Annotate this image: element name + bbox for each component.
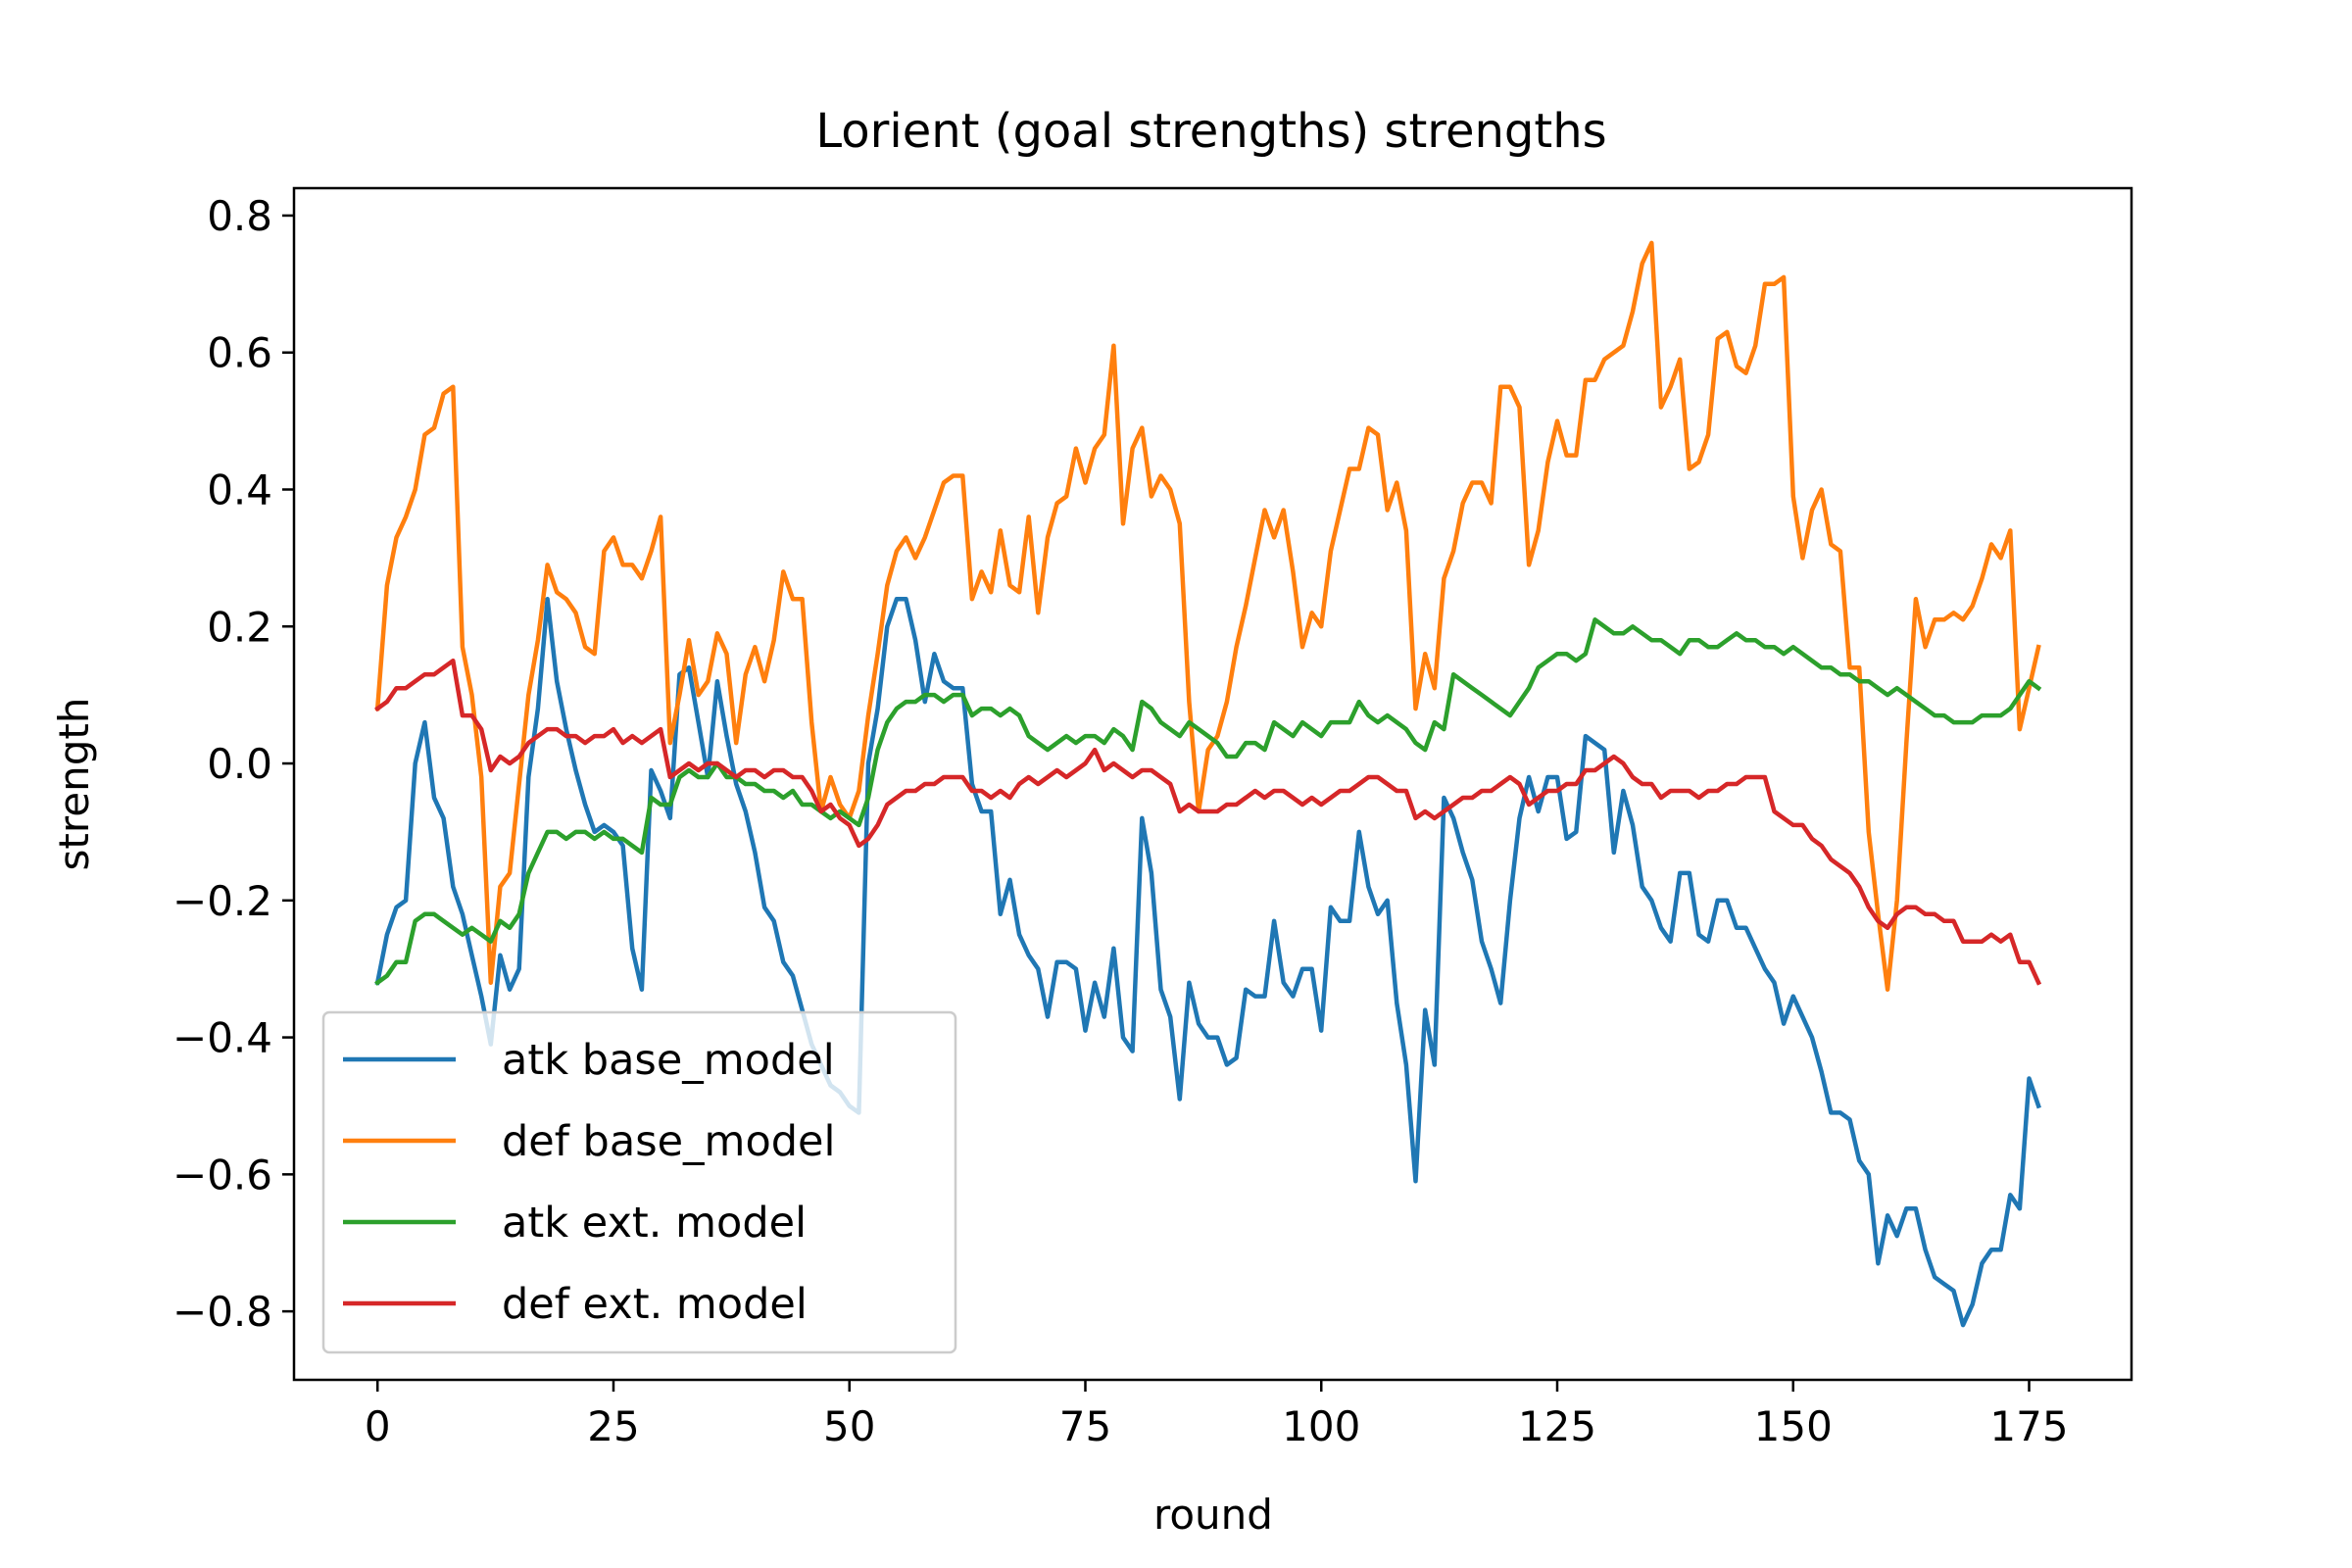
x-tick-label: 175 — [1989, 1402, 2068, 1450]
y-tick-label: −0.2 — [172, 877, 272, 925]
chart-title: Lorient (goal strengths) strengths — [815, 104, 1606, 159]
x-tick-label: 25 — [587, 1402, 639, 1450]
y-tick-label: −0.6 — [172, 1151, 272, 1199]
y-tick-label: 0.8 — [207, 192, 272, 240]
x-axis-ticks: 0 25 50 75 100 125 150 175 — [365, 1380, 2069, 1450]
x-tick-label: 100 — [1282, 1402, 1360, 1450]
series-line-atk-ext-model — [374, 617, 2042, 986]
y-tick-label: 0.2 — [207, 603, 272, 651]
y-tick-label: 0.4 — [207, 466, 272, 514]
plot-lines — [374, 240, 2042, 1328]
x-tick-label: 75 — [1059, 1402, 1111, 1450]
y-tick-label: 0.0 — [207, 740, 272, 788]
legend-label-atk-ext-model: atk ext. model — [502, 1199, 807, 1248]
y-tick-label: 0.6 — [207, 329, 272, 377]
legend-label-def-ext-model: def ext. model — [502, 1280, 808, 1329]
legend-box — [321, 1010, 957, 1354]
x-tick-label: 125 — [1518, 1402, 1596, 1450]
y-tick-label: −0.4 — [172, 1014, 272, 1062]
series-line-def-ext-model — [374, 658, 2042, 986]
series-line-atk-base-model — [374, 597, 2041, 1328]
y-axis-label: strength — [50, 698, 98, 871]
plot-frame — [292, 186, 2133, 1382]
legend-label-atk-base-model: atk base_model — [502, 1036, 835, 1085]
series-line-def-base-model — [374, 240, 2041, 992]
x-tick-label: 50 — [823, 1402, 875, 1450]
legend-label-def-base-model: def base_model — [502, 1117, 835, 1166]
x-axis-label: round — [1153, 1491, 1273, 1539]
x-tick-label: 0 — [365, 1402, 391, 1450]
y-axis-ticks: −0.8 −0.6 −0.4 −0.2 0.0 0.2 0.4 0.6 0.8 — [172, 192, 294, 1336]
x-tick-label: 150 — [1754, 1402, 1833, 1450]
y-tick-label: −0.8 — [172, 1288, 272, 1336]
